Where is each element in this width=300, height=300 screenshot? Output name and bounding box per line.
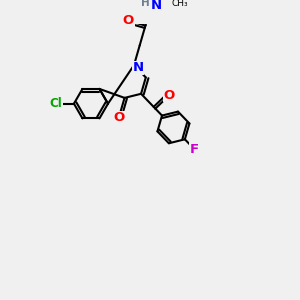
- Text: N: N: [151, 0, 162, 12]
- Text: CH₃: CH₃: [172, 0, 189, 8]
- Text: O: O: [113, 111, 124, 124]
- Text: O: O: [123, 14, 134, 27]
- Text: O: O: [164, 89, 175, 102]
- Text: H: H: [141, 0, 149, 8]
- Text: F: F: [190, 143, 199, 156]
- Text: Cl: Cl: [50, 97, 62, 110]
- Text: N: N: [133, 61, 144, 74]
